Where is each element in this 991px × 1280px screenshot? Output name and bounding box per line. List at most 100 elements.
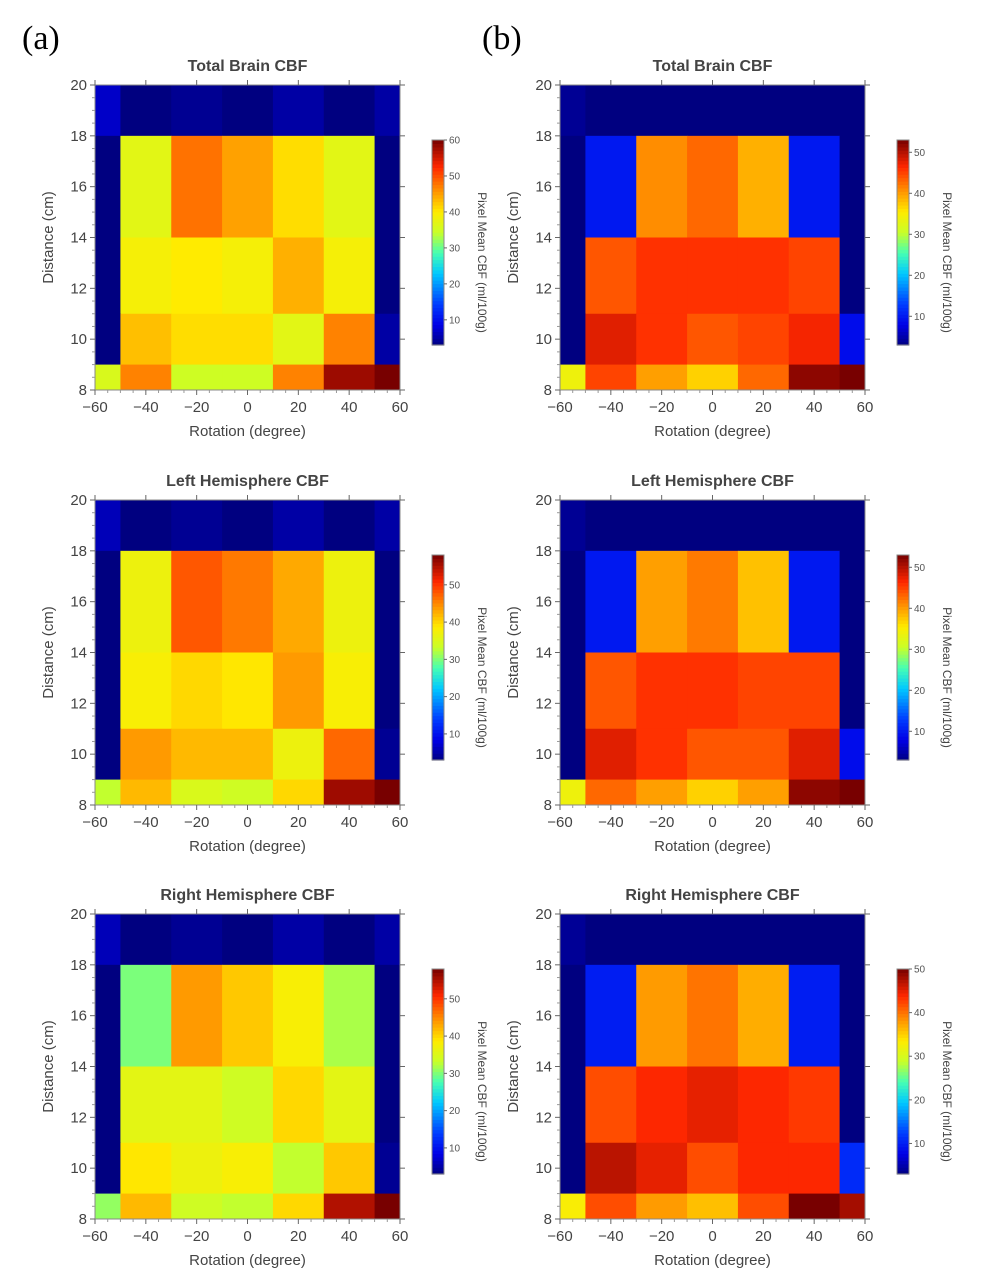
colorbar-swatch [897, 1033, 909, 1038]
colorbar-swatch [432, 1170, 444, 1175]
heatmap-cell [585, 779, 637, 806]
heatmap-cell [120, 1066, 172, 1144]
y-tick-label: 14 [535, 230, 552, 247]
y-tick-label: 14 [70, 1059, 87, 1076]
colorbar-swatch [897, 1088, 909, 1093]
x-tick-label: 40 [806, 1228, 823, 1245]
colorbar-swatch [897, 1054, 909, 1059]
heatmap-cell [171, 1066, 223, 1144]
colorbar-swatch [432, 341, 444, 346]
colorbar-swatch [897, 331, 909, 336]
heatmap-cell [95, 500, 121, 552]
colorbar-swatch [897, 701, 909, 706]
heatmap-cell [585, 914, 637, 966]
heatmap-cell [323, 364, 376, 391]
colorbar-swatch [897, 1078, 909, 1083]
colorbar-swatch [897, 225, 909, 230]
heatmap-cell [560, 1142, 586, 1195]
colorbar-swatch [897, 609, 909, 614]
colorbar-swatch [432, 558, 444, 563]
colorbar-swatch [897, 619, 909, 624]
heatmap-cell [839, 550, 866, 653]
colorbar-swatch [432, 1115, 444, 1120]
colorbar-tick-label: 30 [914, 1052, 926, 1063]
heatmap-cell [171, 550, 223, 653]
colorbar-swatch [897, 1139, 909, 1144]
colorbar-swatch [432, 729, 444, 734]
colorbar-swatch [432, 643, 444, 648]
heatmap-cell [222, 964, 274, 1067]
colorbar-swatch [432, 596, 444, 601]
colorbar-swatch [897, 589, 909, 594]
heatmap-cell [120, 1193, 172, 1220]
colorbar-swatch [432, 307, 444, 312]
heatmap-cell [272, 652, 325, 730]
heatmap-cell [839, 914, 866, 966]
colorbar-swatch [432, 1163, 444, 1168]
heatmap-cell [222, 1142, 274, 1195]
colorbar-swatch [897, 273, 909, 278]
colorbar-swatch [432, 140, 444, 145]
heatmap-cell [272, 550, 325, 653]
y-tick-label: 18 [535, 957, 552, 974]
heatmap-cell [585, 500, 637, 552]
colorbar-swatch [897, 555, 909, 560]
colorbar-swatch [897, 187, 909, 192]
y-tick-label: 12 [70, 1109, 87, 1126]
heatmap-cell [585, 1066, 637, 1144]
colorbar-swatch [432, 1074, 444, 1079]
heatmap-cell [222, 550, 274, 653]
colorbar-swatch [897, 338, 909, 343]
x-axis-label: Rotation (degree) [189, 1252, 306, 1269]
colorbar-swatch [897, 592, 909, 597]
colorbar-swatch [432, 609, 444, 614]
colorbar-swatch [897, 1153, 909, 1158]
heatmap-cell [737, 135, 790, 238]
heatmap-cell [222, 135, 274, 238]
heatmap-cell [222, 779, 274, 806]
heatmap-cell [560, 728, 586, 781]
x-tick-label: −40 [598, 814, 623, 831]
y-tick-label: 8 [79, 1211, 87, 1228]
colorbar: 10 20 30 40 50 Pixel Mean CBF (ml/100g) [896, 554, 954, 761]
colorbar-swatch [897, 674, 909, 679]
colorbar-swatch [897, 1122, 909, 1127]
heatmap-cell [120, 237, 172, 315]
heatmap-cell [585, 1193, 637, 1220]
y-tick-label: 20 [535, 492, 552, 509]
colorbar-swatch [432, 1013, 444, 1018]
colorbar-tick-label: 20 [449, 692, 461, 703]
colorbar-swatch [897, 249, 909, 254]
heatmap-cell [272, 1193, 325, 1220]
colorbar-swatch [432, 1023, 444, 1028]
heatmap-cell [374, 500, 401, 552]
heatmap-cell [323, 313, 376, 366]
y-tick-label: 16 [535, 179, 552, 196]
heatmap-cell [95, 1193, 121, 1220]
colorbar-swatch [432, 674, 444, 679]
heatmap-cell [120, 85, 172, 137]
colorbar-swatch [432, 1010, 444, 1015]
colorbar-swatch [897, 1010, 909, 1015]
colorbar-swatch [897, 245, 909, 250]
colorbar-swatch [432, 1109, 444, 1114]
colorbar-tick-label: 10 [449, 1143, 461, 1154]
heatmap-cell [222, 85, 274, 137]
colorbar-swatch [897, 568, 909, 573]
colorbar-swatch [897, 280, 909, 285]
colorbar-swatch [432, 1122, 444, 1127]
heatmap-cell [95, 728, 121, 781]
colorbar-swatch [897, 283, 909, 288]
colorbar-swatch [897, 736, 909, 741]
x-axis-label: Rotation (degree) [654, 1252, 771, 1269]
colorbar-tick-label: 30 [449, 243, 461, 254]
colorbar-swatch [432, 688, 444, 693]
y-tick-label: 12 [535, 280, 552, 297]
colorbar-swatch [897, 140, 909, 145]
heatmap-cell [272, 964, 325, 1067]
heatmap-cell [687, 728, 739, 781]
colorbar-swatch [432, 1003, 444, 1008]
colorbar-swatch [432, 695, 444, 700]
colorbar-swatch [897, 1136, 909, 1141]
chart-title: Left Hemisphere CBF [166, 473, 329, 490]
